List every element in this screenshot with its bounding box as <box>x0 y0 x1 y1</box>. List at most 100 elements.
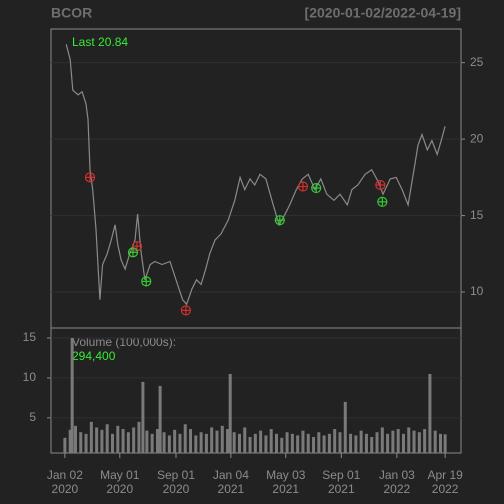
volume-bar <box>380 427 384 453</box>
trade-marker <box>274 215 285 226</box>
volume-bar <box>333 429 337 453</box>
trade-marker <box>127 247 139 258</box>
y-tick-label: 20 <box>470 131 484 145</box>
volume-bar <box>285 432 289 453</box>
volume-bar <box>317 432 321 453</box>
volume-bar <box>396 429 400 453</box>
volume-bar <box>158 385 162 453</box>
volume-bar <box>183 424 187 453</box>
y-tick-label: 25 <box>470 55 484 69</box>
volume-bar <box>105 424 109 453</box>
volume-label: Volume (100,000s): <box>72 335 176 349</box>
volume-bar <box>301 430 305 453</box>
volume-bar <box>243 427 247 453</box>
volume-bar <box>228 373 232 453</box>
volume-bar <box>73 425 77 453</box>
volume-bar <box>95 427 99 453</box>
volume-bar <box>401 433 405 453</box>
volume-bar <box>364 433 368 453</box>
volume-bar <box>259 430 263 453</box>
volume-bar <box>433 430 437 453</box>
volume-bar <box>63 437 67 453</box>
volume-bar <box>412 430 416 453</box>
x-tick-year: 2021 <box>272 482 299 496</box>
volume-bar <box>275 433 278 453</box>
volume-bar <box>210 427 214 453</box>
volume-bar <box>439 433 442 453</box>
volume-bar <box>178 433 182 453</box>
volume-bar <box>155 429 159 453</box>
volume-bar <box>443 434 447 453</box>
x-tick-year: 2020 <box>52 482 79 496</box>
volume-bar <box>70 337 74 453</box>
volume-bar <box>137 421 141 453</box>
y-tick-label: 10 <box>470 284 484 298</box>
volume-bar <box>343 401 347 453</box>
volume-bar <box>264 435 268 453</box>
volume-bar <box>296 435 300 453</box>
trade-marker <box>375 179 386 191</box>
y-tick-label: 10 <box>23 370 37 384</box>
volume-bar <box>391 430 395 453</box>
volume-bar <box>370 437 374 453</box>
volume-bar <box>126 432 130 453</box>
volume-bar <box>79 432 83 453</box>
volume-bar <box>199 432 203 453</box>
volume-bar <box>354 435 358 453</box>
volume-bar <box>327 433 331 453</box>
x-tick-year: 2020 <box>163 482 190 496</box>
volume-bar <box>306 433 310 453</box>
volume-bar <box>100 429 104 453</box>
x-tick-label: Jan 03 <box>379 468 415 482</box>
volume-bar <box>417 432 421 453</box>
volume-bar <box>68 429 72 453</box>
volume-bar <box>428 373 432 453</box>
volume-bar <box>226 429 230 453</box>
volume-bar <box>116 425 120 453</box>
volume-bar <box>290 433 294 453</box>
x-tick-label: Jan 04 <box>213 468 249 482</box>
volume-bar <box>220 425 224 453</box>
volume-bar <box>280 437 284 453</box>
volume-bar <box>132 427 136 453</box>
volume-bar <box>204 433 208 453</box>
volume-bar <box>121 429 125 453</box>
x-tick-label: May 01 <box>100 468 140 482</box>
y-tick-label: 5 <box>29 410 36 424</box>
chart-subtitle: [2020-01-02/2022-04-19] <box>305 5 461 21</box>
volume-bar <box>423 429 427 453</box>
volume-bar <box>189 429 193 453</box>
x-tick-year: 2021 <box>218 482 245 496</box>
volume-bar <box>359 430 363 453</box>
x-tick-label: May 03 <box>266 468 306 482</box>
y-tick-label: 15 <box>23 330 37 344</box>
volume-bar <box>141 381 145 453</box>
last-annotation: Last 20.84 <box>72 35 128 49</box>
trade-marker <box>141 276 152 287</box>
volume-annotation: 294,400 <box>72 349 116 363</box>
x-tick-label: Sep 01 <box>157 468 195 482</box>
trade-marker <box>297 181 309 192</box>
x-tick-year: 2021 <box>328 482 355 496</box>
volume-bar <box>84 433 88 453</box>
x-tick-year: 2022 <box>384 482 411 496</box>
x-tick-year: 2022 <box>432 482 459 496</box>
volume-bar <box>167 435 171 453</box>
volume-bar <box>173 429 177 453</box>
volume-bar <box>407 427 411 453</box>
volume-bar <box>150 433 154 453</box>
trade-marker <box>84 172 96 183</box>
volume-bar <box>386 433 390 453</box>
y-tick-label: 15 <box>470 208 484 222</box>
volume-bar <box>145 430 149 453</box>
volume-bar <box>237 433 241 453</box>
volume-bar <box>338 432 342 453</box>
x-tick-label: Sep 01 <box>322 468 360 482</box>
volume-bar <box>89 421 93 453</box>
chart-title: BCOR <box>51 5 92 21</box>
volume-bar <box>232 432 236 453</box>
volume-bar <box>194 435 198 453</box>
x-tick-label: Jan 02 <box>47 468 83 482</box>
